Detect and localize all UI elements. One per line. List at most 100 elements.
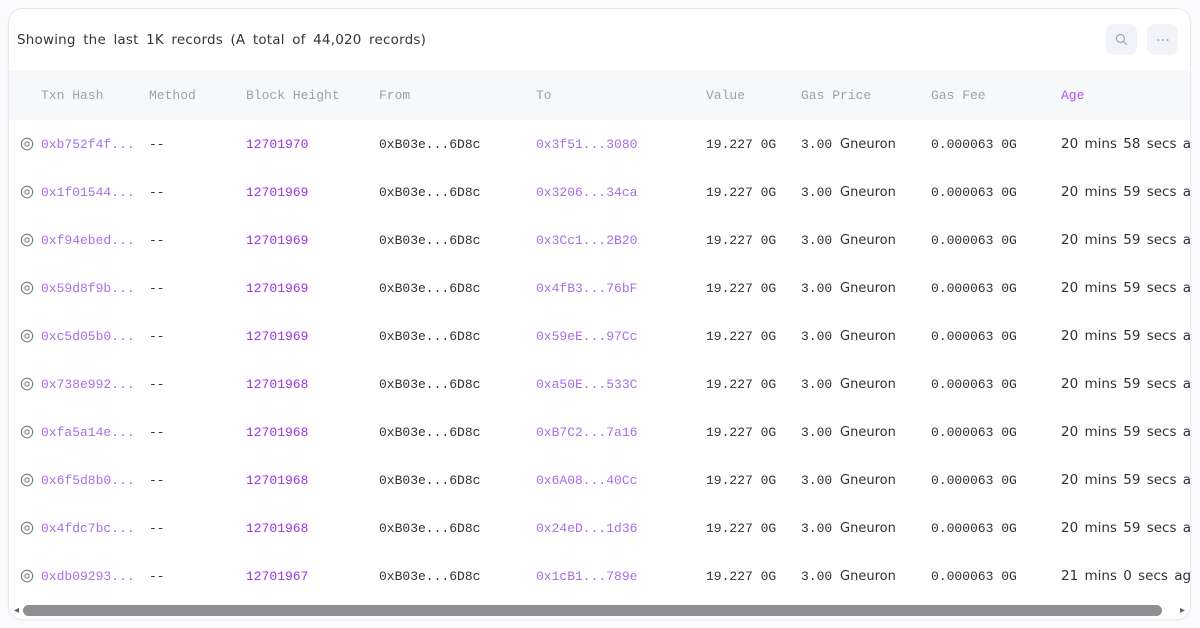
view-txn-button[interactable]	[19, 136, 41, 152]
to-address-link[interactable]: 0x59eE...97Cc	[536, 328, 638, 344]
gas-price-cell: 3.00 Gneuron	[801, 569, 931, 584]
value-cell: 19.227 0G	[706, 232, 777, 248]
block-height-link[interactable]: 12701967	[246, 568, 309, 584]
search-button[interactable]	[1106, 24, 1137, 55]
scroll-right-arrow-icon[interactable]: ▸	[1179, 604, 1185, 616]
gas-fee-cell: 0.000063 0G	[931, 280, 1017, 296]
view-txn-button[interactable]	[19, 520, 41, 536]
value-cell: 19.227 0G	[706, 424, 777, 440]
age-cell: 20 mins 58 secs ago	[1061, 136, 1190, 152]
to-address-link[interactable]: 0x4fB3...76bF	[536, 280, 638, 296]
horizontal-scrollbar[interactable]: ◂ ▸	[9, 602, 1190, 619]
from-address: 0xB03e...6D8c	[379, 568, 481, 584]
value-cell: 19.227 0G	[706, 376, 777, 392]
block-height-link[interactable]: 12701969	[246, 232, 309, 248]
col-header-from: From	[379, 87, 411, 103]
view-txn-button[interactable]	[19, 328, 41, 344]
txn-hash-link[interactable]: 0xdb09293...	[41, 568, 135, 584]
col-header-gas-fee: Gas Fee	[931, 87, 986, 103]
txn-hash-link[interactable]: 0x59d8f9b...	[41, 280, 135, 296]
view-txn-button[interactable]	[19, 568, 41, 584]
to-address-link[interactable]: 0xB7C2...7a16	[536, 424, 638, 440]
eye-icon	[19, 280, 35, 296]
more-options-button[interactable]	[1147, 24, 1178, 55]
gas-price-amount: 3.00	[801, 136, 833, 152]
view-txn-button[interactable]	[19, 472, 41, 488]
gas-price-cell: 3.00 Gneuron	[801, 233, 931, 248]
block-height-link[interactable]: 12701969	[246, 184, 309, 200]
block-height-link[interactable]: 12701968	[246, 424, 309, 440]
from-address: 0xB03e...6D8c	[379, 424, 481, 440]
method-cell: --	[149, 328, 165, 344]
gas-price-amount: 3.00	[801, 280, 833, 296]
txn-hash-link[interactable]: 0x4fdc7bc...	[41, 520, 135, 536]
view-txn-button[interactable]	[19, 280, 41, 296]
records-card: Showing the last 1K records (A total of …	[8, 8, 1191, 620]
view-txn-button[interactable]	[19, 232, 41, 248]
txn-hash-link[interactable]: 0xfa5a14e...	[41, 424, 135, 440]
table-row: 0x1f01544... -- 12701969 0xB03e...6D8c 0…	[9, 168, 1190, 216]
view-txn-button[interactable]	[19, 424, 41, 440]
txn-hash-link[interactable]: 0xb752f4f...	[41, 136, 135, 152]
eye-icon	[19, 568, 35, 584]
gas-price-unit: Gneuron	[840, 136, 896, 152]
scroll-left-arrow-icon[interactable]: ◂	[14, 604, 20, 616]
table-row: 0x4fdc7bc... -- 12701968 0xB03e...6D8c 0…	[9, 504, 1190, 552]
gas-price-amount: 3.00	[801, 328, 833, 344]
eye-icon	[19, 328, 35, 344]
value-cell: 19.227 0G	[706, 328, 777, 344]
from-address: 0xB03e...6D8c	[379, 136, 481, 152]
txn-hash-link[interactable]: 0xf94ebed...	[41, 232, 135, 248]
col-header-age[interactable]: Age	[1061, 87, 1085, 103]
to-address-link[interactable]: 0xa50E...533C	[536, 376, 638, 392]
gas-price-amount: 3.00	[801, 184, 833, 200]
txn-hash-link[interactable]: 0xc5d05b0...	[41, 328, 135, 344]
block-height-link[interactable]: 12701969	[246, 280, 309, 296]
scrollbar-thumb[interactable]	[23, 605, 1162, 616]
table-row: 0xdb09293... -- 12701967 0xB03e...6D8c 0…	[9, 552, 1190, 600]
from-address: 0xB03e...6D8c	[379, 472, 481, 488]
view-txn-button[interactable]	[19, 184, 41, 200]
gas-fee-cell: 0.000063 0G	[931, 136, 1017, 152]
table-row: 0x59d8f9b... -- 12701969 0xB03e...6D8c 0…	[9, 264, 1190, 312]
gas-fee-cell: 0.000063 0G	[931, 328, 1017, 344]
block-height-link[interactable]: 12701968	[246, 472, 309, 488]
gas-fee-cell: 0.000063 0G	[931, 520, 1017, 536]
eye-icon	[19, 424, 35, 440]
to-address-link[interactable]: 0x24eD...1d36	[536, 520, 638, 536]
gas-price-amount: 3.00	[801, 232, 833, 248]
to-address-link[interactable]: 0x3Cc1...2B20	[536, 232, 638, 248]
from-address: 0xB03e...6D8c	[379, 520, 481, 536]
gas-price-cell: 3.00 Gneuron	[801, 137, 931, 152]
to-address-link[interactable]: 0x6A08...40Cc	[536, 472, 638, 488]
topbar-actions	[1106, 24, 1178, 55]
gas-price-cell: 3.00 Gneuron	[801, 281, 931, 296]
txn-hash-link[interactable]: 0x738e992...	[41, 376, 135, 392]
gas-fee-cell: 0.000063 0G	[931, 376, 1017, 392]
eye-icon	[19, 232, 35, 248]
to-address-link[interactable]: 0x3f51...3080	[536, 136, 638, 152]
block-height-link[interactable]: 12701969	[246, 328, 309, 344]
view-txn-button[interactable]	[19, 376, 41, 392]
gas-price-cell: 3.00 Gneuron	[801, 473, 931, 488]
scrollbar-track[interactable]	[23, 605, 1176, 616]
txn-hash-link[interactable]: 0x1f01544...	[41, 184, 135, 200]
age-cell: 20 mins 59 secs ago	[1061, 280, 1190, 296]
gas-price-cell: 3.00 Gneuron	[801, 329, 931, 344]
table-row: 0xf94ebed... -- 12701969 0xB03e...6D8c 0…	[9, 216, 1190, 264]
method-cell: --	[149, 280, 165, 296]
block-height-link[interactable]: 12701968	[246, 520, 309, 536]
method-cell: --	[149, 184, 165, 200]
gas-price-unit: Gneuron	[840, 424, 896, 440]
block-height-link[interactable]: 12701970	[246, 136, 309, 152]
txn-hash-link[interactable]: 0x6f5d8b0...	[41, 472, 135, 488]
to-address-link[interactable]: 0x3206...34ca	[536, 184, 638, 200]
value-cell: 19.227 0G	[706, 184, 777, 200]
block-height-link[interactable]: 12701968	[246, 376, 309, 392]
gas-price-amount: 3.00	[801, 520, 833, 536]
to-address-link[interactable]: 0x1cB1...789e	[536, 568, 638, 584]
method-cell: --	[149, 232, 165, 248]
table-row: 0x738e992... -- 12701968 0xB03e...6D8c 0…	[9, 360, 1190, 408]
topbar: Showing the last 1K records (A total of …	[9, 9, 1190, 70]
table-header-row: Txn Hash Method Block Height From To Val…	[9, 70, 1190, 120]
